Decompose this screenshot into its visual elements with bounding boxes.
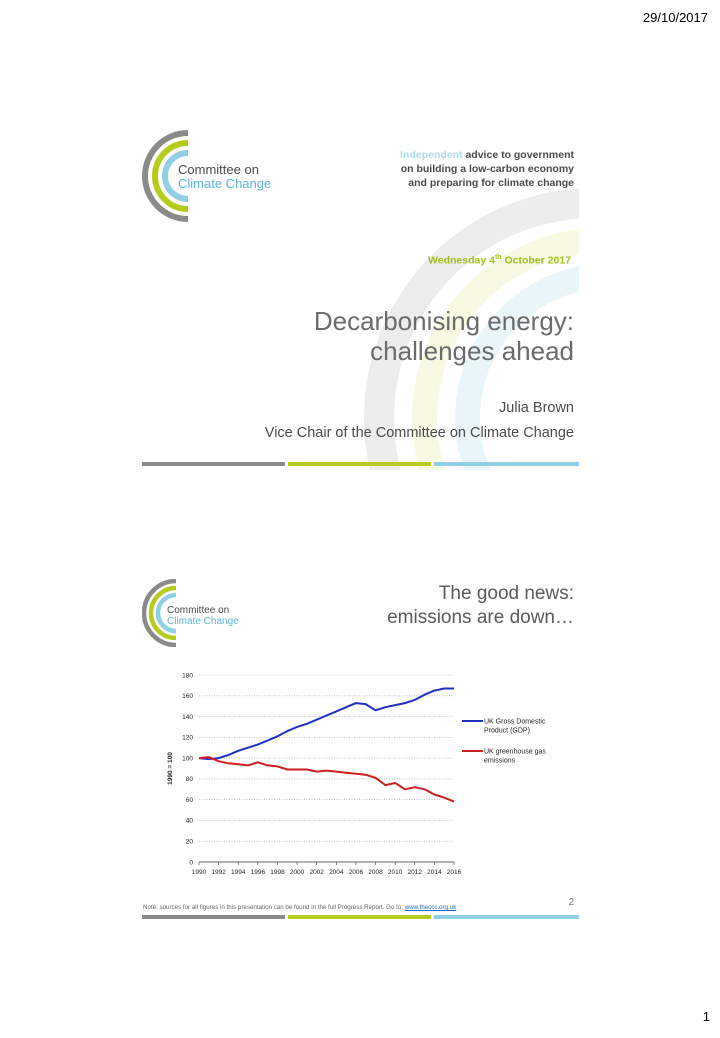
footer-bar-grey (142, 462, 285, 466)
date-suffix-sup: th (494, 254, 502, 261)
footer-bar-grey (142, 915, 285, 919)
footnote-text: Note: sources for all figures in this pr… (143, 904, 404, 911)
logo-text: Committee on Climate Change (167, 605, 239, 627)
slide-2: Committee on Climate Change The good new… (142, 567, 579, 922)
x-tick-label: 2006 (349, 869, 364, 876)
y-axis-label: 1990 = 100 (167, 752, 174, 785)
y-tick-label: 160 (182, 693, 193, 700)
logo-line-2: Climate Change (178, 176, 272, 191)
x-tick-label: 2004 (329, 869, 344, 876)
logo-line-1: Committee on (178, 162, 259, 177)
footnote: Note: sources for all figures in this pr… (143, 904, 456, 911)
title-line-1: The good news: (438, 583, 574, 604)
logo-line-1: Committee on (167, 605, 230, 616)
slide-title: The good news: emissions are down… (387, 582, 574, 630)
date-suffix: October 2017 (501, 254, 571, 267)
y-tick-label: 180 (182, 672, 193, 679)
footer-bar-green (288, 915, 431, 919)
tagline: Independent advice to government on buil… (400, 148, 574, 190)
footer-bar-blue (434, 915, 579, 919)
x-tick-label: 2010 (388, 869, 403, 876)
footer-bar-green (288, 462, 431, 466)
y-tick-label: 60 (186, 797, 194, 804)
y-tick-label: 140 (182, 714, 193, 721)
y-tick-label: 100 (182, 755, 193, 762)
presentation-date: Wednesday 4th October 2017 (428, 254, 571, 267)
page-date: 29/10/2017 (642, 10, 708, 25)
y-tick-label: 80 (186, 776, 194, 783)
x-tick-label: 2008 (368, 869, 383, 876)
y-tick-label: 20 (186, 839, 194, 846)
logo-icon (142, 579, 177, 647)
x-tick-label: 2002 (309, 869, 324, 876)
y-tick-label: 0 (189, 859, 193, 866)
x-tick-label: 2014 (427, 869, 442, 876)
x-tick-label: 1994 (231, 869, 246, 876)
logo-text: Committee on Climate Change (178, 163, 271, 191)
legend-label: Product (GDP) (484, 728, 530, 735)
page-number: 1 (702, 1009, 710, 1024)
emissions-gdp-chart: 0 20 40 60 80 100 120 140 160 180 1990 1992 1994 1996… (167, 672, 546, 876)
decorative-arcs (364, 188, 579, 470)
logo-icon (142, 130, 189, 222)
slide-number: 2 (568, 897, 574, 908)
footer-bar-blue (434, 462, 579, 466)
presenter-role: Vice Chair of the Committee on Climate C… (264, 425, 574, 441)
title-line-2: emissions are down… (387, 607, 574, 628)
tagline-line-3: and preparing for climate change (408, 177, 574, 189)
series-line-emissions (198, 756, 455, 803)
tagline-line-2: on building a low-carbon economy (400, 163, 574, 175)
series-line-gdp (198, 687, 454, 761)
legend-label: UK greenhouse gas (484, 749, 546, 756)
x-tick-label: 2000 (290, 869, 305, 876)
y-tick-label: 40 (186, 818, 194, 825)
x-tick-label: 1998 (270, 869, 285, 876)
x-tick-label: 1990 (192, 869, 207, 876)
footnote-link[interactable]: www.theccc.org.uk (404, 904, 457, 911)
y-tick-label: 120 (182, 735, 193, 742)
presenter-name: Julia Brown (499, 400, 574, 416)
title-line-1: Decarbonising energy: (313, 306, 574, 336)
x-tick-label: 1992 (211, 869, 226, 876)
legend-label: emissions (484, 758, 516, 765)
x-tick-label: 2012 (408, 869, 423, 876)
x-tick-label: 1996 (251, 869, 266, 876)
slide-title: Decarbonising energy: challenges ahead (314, 306, 574, 366)
legend-label: UK Gross Domestic (484, 719, 546, 726)
tagline-line-1: advice to government (462, 149, 574, 161)
x-tick-label: 2016 (447, 869, 462, 876)
date-prefix: Wednesday 4 (428, 254, 495, 267)
logo-line-2: Climate Change (167, 616, 239, 627)
title-line-2: challenges ahead (370, 336, 574, 366)
slide-1: Committee on Climate Change Independent … (142, 118, 579, 470)
tagline-accent: Independent (400, 149, 463, 161)
